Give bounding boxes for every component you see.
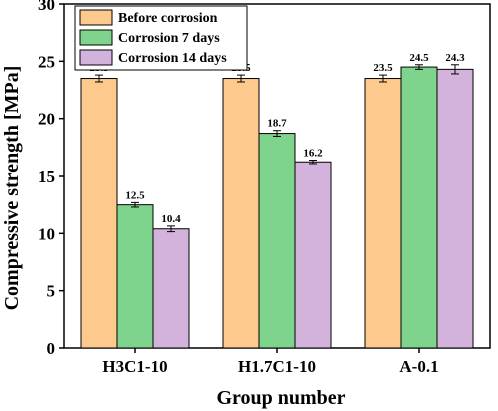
x-axis-label: Group number xyxy=(216,387,345,409)
y-axis-label: Compressive strength [MPa] xyxy=(1,66,23,311)
bar-3 xyxy=(294,161,332,349)
y-tick-label: 5 xyxy=(47,282,56,301)
bar-2 xyxy=(258,133,296,349)
legend: Before corrosion Corrosion 7 days Corrosio… xyxy=(74,5,248,71)
y-tick-label: 0 xyxy=(47,339,56,358)
legend-label: Corrosion 14 days xyxy=(118,51,227,66)
data-label: 12.5 xyxy=(125,189,145,201)
legend-swatch xyxy=(79,49,113,66)
legend-swatch xyxy=(79,29,113,46)
bar-3 xyxy=(152,228,190,349)
bar-1 xyxy=(364,78,402,349)
legend-label: Corrosion 7 days xyxy=(118,31,220,46)
data-label: 23.5 xyxy=(373,62,393,74)
data-label: 24.5 xyxy=(409,52,429,64)
bar-1 xyxy=(222,78,260,349)
y-tick-label: 10 xyxy=(38,224,55,243)
y-tick-label: 30 xyxy=(38,0,55,14)
data-label: 24.3 xyxy=(445,52,465,64)
data-label: 18.7 xyxy=(267,118,287,130)
legend-swatch xyxy=(79,9,113,26)
data-label: 10.4 xyxy=(161,213,181,225)
y-tick-label: 15 xyxy=(38,167,55,186)
bar-2 xyxy=(400,66,438,349)
x-tick-label: H3C1-10 xyxy=(102,357,167,376)
x-tick-label: A-0.1 xyxy=(399,357,438,376)
y-tick-label: 20 xyxy=(38,110,55,129)
y-tick-label: 25 xyxy=(38,52,55,71)
bar-3 xyxy=(436,68,474,349)
x-tick-label: H1.7C1-10 xyxy=(238,357,316,376)
legend-label: Before corrosion xyxy=(118,11,218,26)
bar-2 xyxy=(116,204,154,349)
bar-1 xyxy=(80,78,118,349)
data-label: 16.2 xyxy=(303,148,323,160)
